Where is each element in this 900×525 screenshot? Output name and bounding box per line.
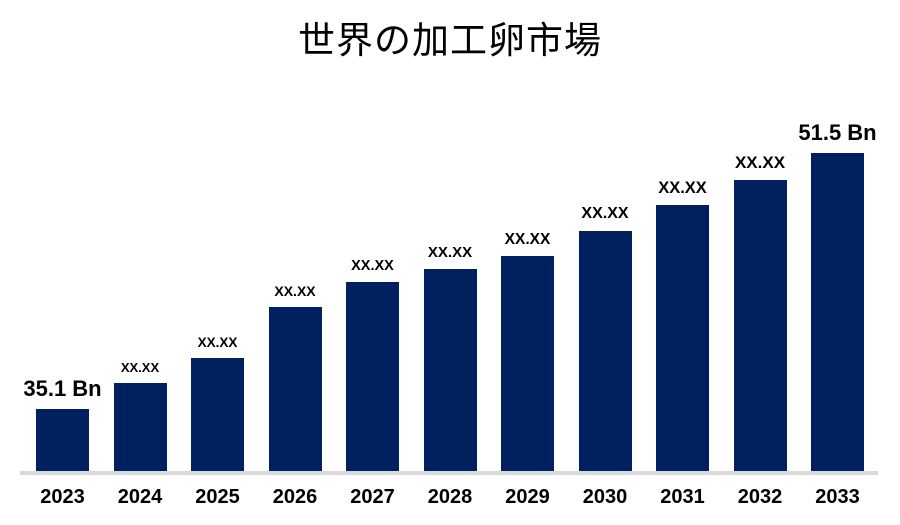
bar-2023 [36,409,89,471]
bar-column-2028: XX.XX [404,245,496,471]
bar-value-label-masked: XX.XX [581,205,629,222]
bar-column-2033: 51.5 Bn [792,122,884,471]
bar-2027 [346,282,399,471]
bar-column-2031: XX.XX [637,178,729,471]
bar-value-label-masked: XX.XX [351,257,394,274]
x-axis-label-2024: 2024 [117,486,163,508]
x-axis-label-2026: 2026 [272,486,318,508]
x-axis-line [20,471,878,475]
bar-2026 [268,307,322,471]
bar-value-label-masked: XX.XX [658,178,707,197]
x-axis-label-2032: 2032 [737,486,783,508]
bar-value-label-masked: XX.XX [427,244,473,261]
x-axis-label-2031: 2031 [660,486,705,508]
bar-column-2025: XX.XX [172,334,264,471]
x-axis-label-2029: 2029 [505,486,550,508]
bar-2033 [811,153,864,471]
bar-2028 [423,269,477,471]
bar-2031 [656,205,709,471]
bar-value-label-known: 35.1 Bn [23,376,102,401]
bar-value-label-masked: XX.XX [504,230,551,248]
bar-column-2023: 35.1 Bn [17,378,109,471]
bar-2025 [191,358,244,471]
x-axis-label-2027: 2027 [350,486,395,508]
bar-value-label-masked: XX.XX [197,334,238,350]
bar-column-2024: XX.XX [94,361,186,471]
bar-value-label-masked: XX.XX [274,283,316,299]
x-axis-label-2028: 2028 [427,486,473,508]
x-axis-label-2033: 2033 [815,486,860,508]
bar-column-2027: XX.XX [327,257,419,471]
bar-column-2032: XX.XX [714,154,806,471]
x-axis-label-2023: 2023 [40,486,85,508]
bar-value-label-known: 51.5 Bn [798,120,877,145]
bar-column-2029: XX.XX [482,230,574,471]
x-axis-label-2030: 2030 [582,486,628,508]
x-axis-label-2025: 2025 [195,486,240,508]
chart-title: 世界の加工卵市場 [298,19,602,62]
bar-value-label-masked: XX.XX [734,153,786,172]
bar-value-label-masked: XX.XX [120,360,160,375]
bar-2024 [113,383,167,471]
bar-column-2030: XX.XX [559,206,651,471]
bar-2032 [733,180,787,471]
bar-column-2026: XX.XX [249,284,341,471]
bar-2029 [501,256,554,471]
bar-2030 [578,231,632,471]
